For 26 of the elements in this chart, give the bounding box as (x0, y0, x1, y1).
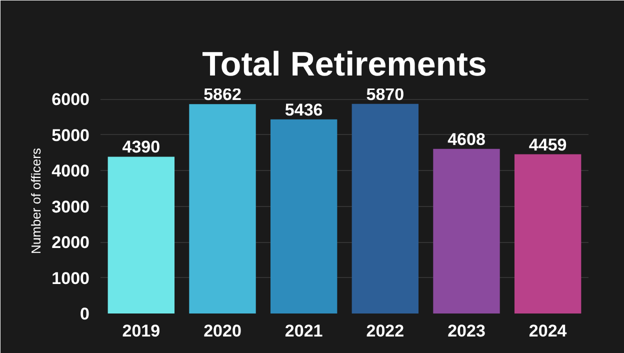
bar (270, 119, 338, 314)
x-tick-label: 2020 (204, 322, 242, 340)
bar (189, 104, 256, 314)
bar (108, 156, 175, 314)
y-tick-label: 0 (80, 304, 90, 324)
bar (514, 154, 582, 314)
y-tick-label: 6000 (52, 90, 90, 110)
y-tick-label: 3000 (52, 197, 90, 216)
x-tick-label: 2019 (122, 322, 160, 340)
bar (433, 148, 500, 314)
y-tick-label: 5000 (52, 126, 90, 145)
y-tick-label: 1000 (52, 268, 90, 288)
data-label: 5436 (284, 100, 323, 120)
x-tick-label: 2024 (528, 322, 568, 340)
data-label: 4390 (122, 138, 160, 157)
x-tick-label: 2022 (366, 322, 404, 340)
y-axis-title: Number of officers (28, 148, 44, 254)
data-label: 4459 (528, 135, 567, 154)
chart-title: Total Retirements (202, 46, 487, 84)
data-label: 4608 (448, 130, 486, 149)
y-tick-label: 2000 (52, 233, 90, 252)
y-tick-label: 4000 (52, 162, 90, 181)
x-tick-label: 2023 (448, 322, 486, 340)
data-label: 5862 (204, 85, 242, 104)
bar (352, 104, 419, 314)
x-tick-label: 2021 (284, 322, 323, 340)
